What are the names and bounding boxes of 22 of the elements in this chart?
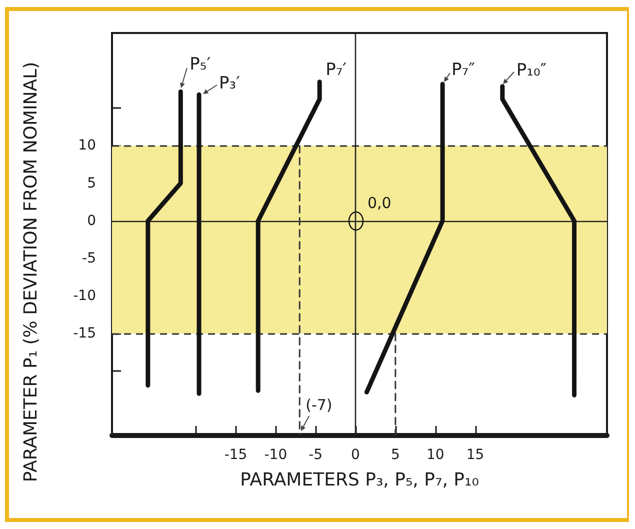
series-label: P₁₀″ — [516, 60, 547, 80]
series-label: P₇″ — [452, 60, 475, 80]
series-label: P₃′ — [219, 74, 240, 94]
x-tick-label: -5 — [308, 447, 323, 463]
y-tick-label: 0 — [87, 212, 96, 229]
y-tick-label: -10 — [73, 288, 96, 304]
x-tick-label: 15 — [466, 447, 484, 463]
y-tick-label: 5 — [87, 175, 96, 192]
x-tick-label: 0 — [351, 447, 360, 463]
annotation: 0,0 — [368, 194, 392, 212]
y-axis-title: PARAMETER P₁ (% DEVIATION FROM NOMINAL) — [20, 62, 42, 482]
series-label: P₅′ — [190, 54, 211, 75]
y-tick-label: -15 — [73, 326, 96, 342]
annotation: (-7) — [306, 396, 332, 414]
series-label: P₇′ — [326, 60, 347, 80]
x-axis-title: PARAMETERS P₃, P₅, P₇, P₁₀ — [240, 470, 479, 490]
x-tick-label: -10 — [264, 447, 288, 463]
x-tick-label: 10 — [426, 447, 444, 463]
x-tick-label: 5 — [390, 447, 400, 463]
x-tick-label: -15 — [224, 447, 248, 463]
y-tick-label: 10 — [78, 138, 96, 154]
y-tick-label: -5 — [82, 250, 96, 266]
